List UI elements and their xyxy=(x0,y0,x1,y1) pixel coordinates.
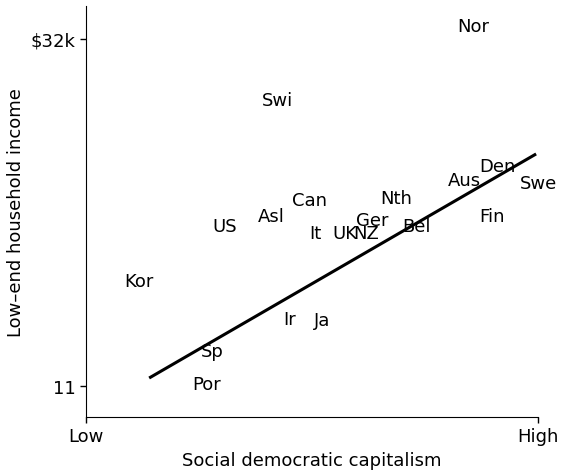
Text: Ger: Ger xyxy=(357,211,389,229)
Text: Swi: Swi xyxy=(262,91,294,109)
Text: Bel: Bel xyxy=(402,218,431,236)
Text: Aus: Aus xyxy=(448,171,481,189)
Text: Den: Den xyxy=(479,157,516,175)
Text: US: US xyxy=(212,218,237,236)
Text: Can: Can xyxy=(291,192,327,210)
Text: Swe: Swe xyxy=(520,174,558,192)
Text: It: It xyxy=(309,224,321,242)
Text: Por: Por xyxy=(192,376,221,393)
Text: Nor: Nor xyxy=(457,18,489,36)
Text: Ja: Ja xyxy=(314,312,331,330)
Y-axis label: Low–end household income: Low–end household income xyxy=(7,88,25,336)
Text: UK: UK xyxy=(332,224,358,242)
Text: Ir: Ir xyxy=(284,310,296,328)
Text: Fin: Fin xyxy=(479,207,505,225)
X-axis label: Social democratic capitalism: Social democratic capitalism xyxy=(182,451,442,469)
Text: Nth: Nth xyxy=(380,190,412,208)
Text: Asl: Asl xyxy=(258,207,285,225)
Text: Kor: Kor xyxy=(125,273,153,291)
Text: Sp: Sp xyxy=(201,343,224,360)
Text: NZ: NZ xyxy=(354,224,379,242)
